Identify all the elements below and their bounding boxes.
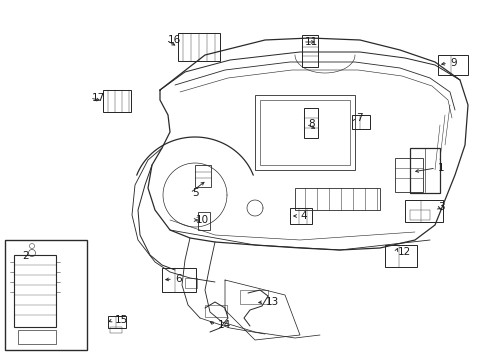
Text: 10: 10	[196, 215, 209, 225]
Text: 8: 8	[307, 119, 314, 129]
Bar	[162, 268, 196, 292]
Text: 6: 6	[175, 274, 181, 284]
Bar	[18, 330, 56, 344]
Text: 12: 12	[397, 247, 410, 257]
Text: 3: 3	[437, 202, 444, 212]
Bar	[240, 290, 267, 304]
Text: 14: 14	[218, 320, 231, 330]
Bar	[5, 240, 87, 350]
Bar	[178, 33, 220, 61]
Bar	[14, 255, 56, 327]
Text: 9: 9	[449, 58, 456, 68]
Text: 15: 15	[115, 315, 128, 325]
Bar	[108, 316, 126, 328]
Bar	[404, 200, 442, 222]
Bar	[260, 100, 349, 165]
Text: 2: 2	[22, 251, 29, 261]
Bar	[198, 212, 209, 230]
Bar	[437, 55, 467, 75]
Bar	[184, 278, 197, 288]
Bar	[110, 327, 122, 333]
Text: 4: 4	[299, 211, 306, 221]
Text: 17: 17	[92, 93, 105, 103]
Text: 11: 11	[305, 37, 318, 47]
Bar	[289, 208, 311, 224]
Bar	[409, 210, 429, 220]
Bar	[384, 245, 416, 267]
Text: 7: 7	[355, 113, 362, 123]
Bar	[294, 188, 379, 210]
Bar	[103, 90, 131, 112]
Bar	[394, 158, 422, 192]
Bar	[351, 115, 369, 129]
Text: 16: 16	[168, 35, 181, 45]
Bar	[204, 305, 226, 317]
Text: 1: 1	[437, 163, 444, 173]
Bar	[304, 108, 317, 138]
Bar	[409, 148, 439, 193]
Bar	[254, 95, 354, 170]
Bar	[302, 35, 317, 67]
Text: 5: 5	[192, 188, 198, 198]
Bar	[195, 165, 210, 187]
Text: 13: 13	[265, 297, 279, 307]
